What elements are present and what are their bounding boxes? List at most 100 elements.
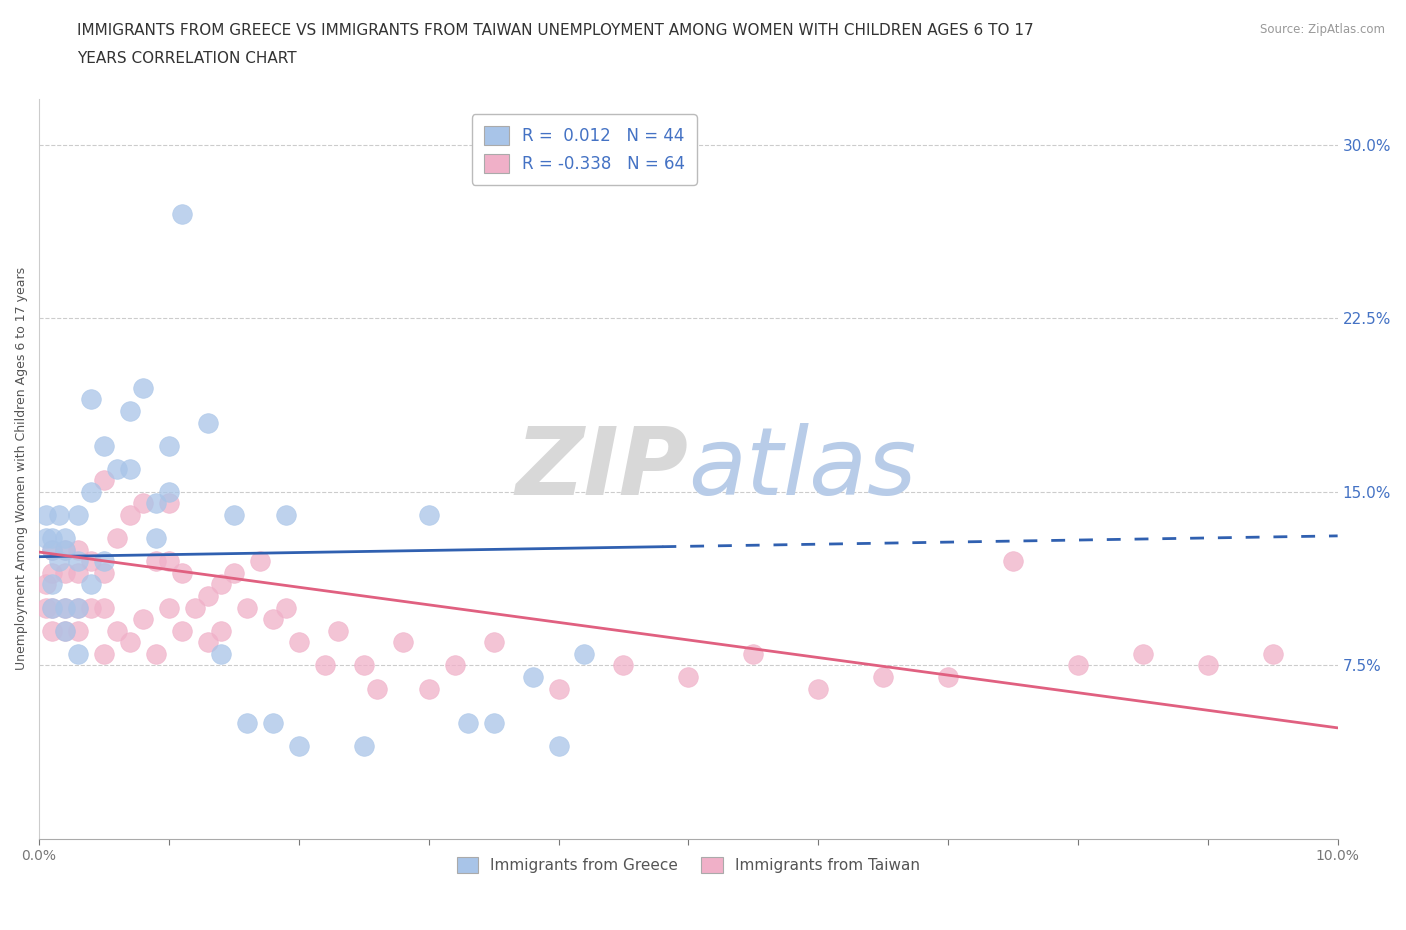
Point [742,646,765,661]
Point [262,612,284,627]
Text: IMMIGRANTS FROM GREECE VS IMMIGRANTS FROM TAIWAN UNEMPLOYMENT AMONG WOMEN WITH C: IMMIGRANTS FROM GREECE VS IMMIGRANTS FRO… [77,23,1033,38]
Point [262,716,284,731]
Point [41,577,63,591]
Point [34,577,56,591]
Point [236,600,259,615]
Point [41,600,63,615]
Point [105,623,128,638]
Text: ZIP: ZIP [516,423,689,515]
Point [41,565,63,580]
Point [67,623,90,638]
Point [145,554,167,569]
Point [41,600,63,615]
Point [222,565,245,580]
Point [157,485,180,499]
Point [67,646,90,661]
Point [145,531,167,546]
Point [53,531,76,546]
Point [1261,646,1284,661]
Point [482,716,505,731]
Point [93,438,115,453]
Point [105,461,128,476]
Point [288,739,311,754]
Point [522,670,544,684]
Point [353,658,375,672]
Point [53,623,76,638]
Point [67,554,90,569]
Point [547,681,569,696]
Point [118,461,141,476]
Point [418,681,440,696]
Point [80,392,103,406]
Point [482,635,505,650]
Point [574,646,596,661]
Point [197,415,219,430]
Point [1197,658,1219,672]
Point [145,646,167,661]
Point [1067,658,1090,672]
Point [209,646,232,661]
Point [170,206,193,221]
Point [41,542,63,557]
Point [326,623,349,638]
Point [34,600,56,615]
Point [67,600,90,615]
Point [872,670,894,684]
Point [157,496,180,511]
Point [170,623,193,638]
Point [118,635,141,650]
Point [418,508,440,523]
Point [288,635,311,650]
Point [157,600,180,615]
Point [67,508,90,523]
Point [314,658,336,672]
Point [105,531,128,546]
Point [93,565,115,580]
Point [93,646,115,661]
Point [41,531,63,546]
Point [366,681,388,696]
Point [612,658,634,672]
Point [457,716,479,731]
Point [93,600,115,615]
Point [236,716,259,731]
Point [132,612,155,627]
Point [80,577,103,591]
Y-axis label: Unemployment Among Women with Children Ages 6 to 17 years: Unemployment Among Women with Children A… [15,267,28,671]
Point [274,600,297,615]
Point [391,635,413,650]
Point [936,670,959,684]
Point [118,404,141,418]
Point [678,670,700,684]
Point [41,542,63,557]
Point [132,380,155,395]
Point [53,542,76,557]
Text: Source: ZipAtlas.com: Source: ZipAtlas.com [1260,23,1385,36]
Point [67,600,90,615]
Point [53,542,76,557]
Point [80,554,103,569]
Point [157,438,180,453]
Point [249,554,271,569]
Text: YEARS CORRELATION CHART: YEARS CORRELATION CHART [77,51,297,66]
Point [353,739,375,754]
Point [53,565,76,580]
Point [274,508,297,523]
Point [197,589,219,604]
Point [170,565,193,580]
Legend: Immigrants from Greece, Immigrants from Taiwan: Immigrants from Greece, Immigrants from … [451,851,927,880]
Point [209,623,232,638]
Point [547,739,569,754]
Point [53,600,76,615]
Point [184,600,207,615]
Point [80,485,103,499]
Point [157,554,180,569]
Point [807,681,830,696]
Point [53,600,76,615]
Point [53,623,76,638]
Point [1001,554,1024,569]
Point [197,635,219,650]
Point [48,554,70,569]
Point [67,542,90,557]
Point [67,565,90,580]
